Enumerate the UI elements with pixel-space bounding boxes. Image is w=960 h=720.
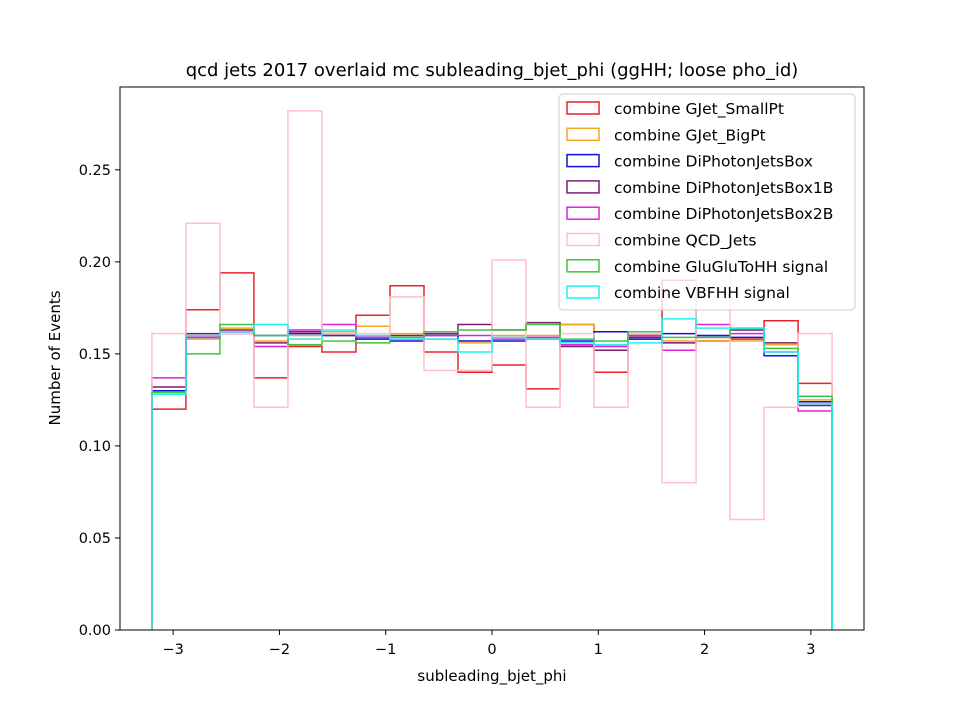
legend-box xyxy=(558,93,856,311)
legend-label: combine VBFHH signal xyxy=(614,284,790,302)
legend-swatch xyxy=(566,259,600,273)
legend-label: combine DiPhotonJetsBox2B xyxy=(614,205,833,223)
x-tick-label: 1 xyxy=(594,642,603,658)
legend-label: combine QCD_Jets xyxy=(614,232,757,251)
legend-swatch xyxy=(566,232,600,247)
x-tick-label: −2 xyxy=(269,642,290,658)
legend-label: combine DiPhotonJetsBox xyxy=(614,153,813,171)
legend-label: combine GJet_SmallPt xyxy=(614,100,784,119)
series-layer xyxy=(151,110,833,630)
series-line-8 xyxy=(151,318,833,630)
x-tick-label: 3 xyxy=(806,642,815,658)
legend-label: combine GJet_BigPt xyxy=(614,126,766,145)
y-tick-label: 0.25 xyxy=(79,163,111,179)
y-axis-ticks: 0.00 0.05 0.10 0.15 0.20 0.25 xyxy=(79,163,120,639)
y-tick-label: 0.05 xyxy=(79,531,111,547)
x-tick-label: −3 xyxy=(162,642,183,658)
legend-swatch xyxy=(566,153,600,168)
y-tick-label: 0.10 xyxy=(79,439,111,455)
legend-label: combine GluGluToHH signal xyxy=(614,258,828,276)
legend-swatch xyxy=(566,285,600,299)
series-line-6 xyxy=(151,110,833,630)
x-axis-ticks: −3 −2 −1 0 1 2 3 xyxy=(162,630,815,658)
x-tick-label: 2 xyxy=(700,642,709,658)
x-axis-label: subleading_bjet_phi xyxy=(417,667,566,686)
y-axis-label: Number of Events xyxy=(46,290,64,425)
legend-swatch xyxy=(566,101,600,115)
legend-label: combine DiPhotonJetsBox1B xyxy=(614,179,833,197)
y-tick-label: 0.20 xyxy=(79,255,111,271)
legend-swatch xyxy=(566,127,600,142)
y-tick-label: 0.15 xyxy=(79,347,111,363)
x-tick-label: 0 xyxy=(487,642,496,658)
y-tick-label: 0.00 xyxy=(79,623,111,639)
chart-title: qcd jets 2017 overlaid mc subleading_bje… xyxy=(186,60,799,81)
legend-swatch xyxy=(566,206,600,220)
legend-swatch xyxy=(566,180,600,194)
x-tick-label: −1 xyxy=(375,642,396,658)
